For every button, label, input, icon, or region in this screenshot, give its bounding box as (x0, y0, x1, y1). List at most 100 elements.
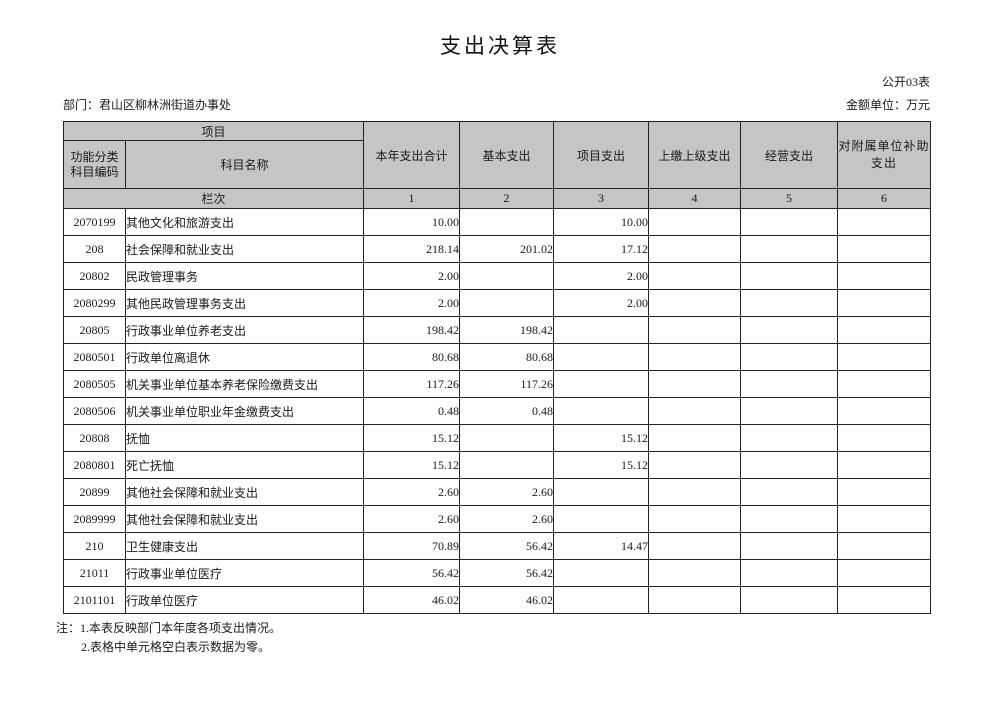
row-total-expenditure: 80.68 (363, 343, 461, 371)
row-subsidy-expenditure (837, 424, 932, 452)
row-subject-name: 其他民政管理事务支出 (124, 289, 365, 317)
unit-label: 金额单位：万元 (845, 98, 930, 112)
column-number-3: 3 (553, 188, 650, 209)
column-number-1: 1 (363, 188, 461, 209)
row-subsidy-expenditure (837, 532, 932, 560)
row-function-code: 21011 (63, 559, 126, 587)
row-subject-name: 行政单位医疗 (124, 586, 365, 614)
expenditure-table: 项目 本年支出合计 基本支出 项目支出 上缴上级支出 经营支出 对附属单位补助支… (62, 121, 932, 614)
row-function-code: 20802 (63, 262, 126, 290)
row-basic-expenditure: 46.02 (459, 586, 555, 614)
row-total-expenditure: 56.42 (363, 559, 461, 587)
row-function-code: 2080501 (63, 343, 126, 371)
row-function-code: 2089999 (63, 505, 126, 533)
row-subject-name: 机关事业单位基本养老保险缴费支出 (124, 370, 365, 398)
table-row: 20802 民政管理事务 2.00 2.00 (63, 262, 932, 290)
row-subject-name: 其他文化和旅游支出 (124, 208, 365, 236)
header-project-expenditure: 项目支出 (553, 121, 650, 189)
row-project-expenditure: 2.00 (553, 289, 650, 317)
table-row: 20899 其他社会保障和就业支出 2.60 2.60 (63, 478, 932, 506)
row-upper-level-expenditure (648, 505, 742, 533)
notes-prefix: 注： (56, 621, 81, 635)
row-basic-expenditure (459, 262, 555, 290)
header-operating-expenditure: 经营支出 (740, 121, 839, 189)
row-total-expenditure: 46.02 (363, 586, 461, 614)
row-subject-name: 行政事业单位养老支出 (124, 316, 365, 344)
row-operating-expenditure (740, 370, 839, 398)
row-total-expenditure: 218.14 (363, 235, 461, 263)
table-row: 2080501 行政单位离退休 80.68 80.68 (63, 343, 932, 371)
row-upper-level-expenditure (648, 316, 742, 344)
row-operating-expenditure (740, 316, 839, 344)
row-total-expenditure: 70.89 (363, 532, 461, 560)
row-subject-name: 机关事业单位职业年金缴费支出 (124, 397, 365, 425)
row-total-expenditure: 2.60 (363, 505, 461, 533)
document-page: 支出决算表 公开03表 部门：君山区柳林洲街道办事处 金额单位：万元 项目 本年… (56, 34, 1000, 656)
row-upper-level-expenditure (648, 559, 742, 587)
header-subsidy-expenditure: 对附属单位补助支出 (837, 121, 932, 189)
row-function-code: 2080505 (63, 370, 126, 398)
row-upper-level-expenditure (648, 397, 742, 425)
column-number-6: 6 (837, 188, 932, 209)
row-subject-name: 其他社会保障和就业支出 (124, 478, 365, 506)
row-total-expenditure: 198.42 (363, 316, 461, 344)
row-subsidy-expenditure (837, 586, 932, 614)
row-project-expenditure (553, 316, 650, 344)
notes: 注：1.本表反映部门本年度各项支出情况。 2.表格中单元格空白表示数据为零。 (56, 619, 1000, 656)
row-operating-expenditure (740, 343, 839, 371)
row-basic-expenditure: 2.60 (459, 478, 555, 506)
row-basic-expenditure: 80.68 (459, 343, 555, 371)
table-row: 2101101 行政单位医疗 46.02 46.02 (63, 586, 932, 614)
row-upper-level-expenditure (648, 478, 742, 506)
column-number-4: 4 (648, 188, 742, 209)
row-function-code: 210 (63, 532, 126, 560)
row-operating-expenditure (740, 505, 839, 533)
row-operating-expenditure (740, 235, 839, 263)
row-project-expenditure (553, 478, 650, 506)
row-function-code: 2080801 (63, 451, 126, 479)
header-total-expenditure: 本年支出合计 (363, 121, 461, 189)
table-row: 2080506 机关事业单位职业年金缴费支出 0.48 0.48 (63, 397, 932, 425)
row-total-expenditure: 10.00 (363, 208, 461, 236)
row-project-expenditure: 14.47 (553, 532, 650, 560)
row-function-code: 2080506 (63, 397, 126, 425)
row-upper-level-expenditure (648, 343, 742, 371)
row-function-code: 20805 (63, 316, 126, 344)
row-upper-level-expenditure (648, 289, 742, 317)
row-project-expenditure (553, 559, 650, 587)
table-row: 2070199 其他文化和旅游支出 10.00 10.00 (63, 208, 932, 236)
row-project-expenditure (553, 505, 650, 533)
row-operating-expenditure (740, 424, 839, 452)
row-subsidy-expenditure (837, 451, 932, 479)
table-row: 208 社会保障和就业支出 218.14 201.02 17.12 (63, 235, 932, 263)
row-project-expenditure: 2.00 (553, 262, 650, 290)
row-subsidy-expenditure (837, 235, 932, 263)
row-project-expenditure (553, 397, 650, 425)
row-operating-expenditure (740, 559, 839, 587)
table-row: 2080299 其他民政管理事务支出 2.00 2.00 (63, 289, 932, 317)
row-subsidy-expenditure (837, 370, 932, 398)
row-subsidy-expenditure (837, 559, 932, 587)
row-subject-name: 其他社会保障和就业支出 (124, 505, 365, 533)
row-basic-expenditure (459, 424, 555, 452)
row-subject-name: 行政单位离退休 (124, 343, 365, 371)
header-function-code: 功能分类 科目编码 (63, 140, 126, 189)
header-upper-level-expenditure: 上缴上级支出 (648, 121, 742, 189)
meta-row: 部门：君山区柳林洲街道办事处 金额单位：万元 (63, 96, 930, 113)
row-upper-level-expenditure (648, 235, 742, 263)
page-title: 支出决算表 (440, 34, 560, 58)
column-number-2: 2 (459, 188, 555, 209)
row-upper-level-expenditure (648, 262, 742, 290)
row-operating-expenditure (740, 586, 839, 614)
row-upper-level-expenditure (648, 532, 742, 560)
row-function-code: 20808 (63, 424, 126, 452)
row-operating-expenditure (740, 208, 839, 236)
row-upper-level-expenditure (648, 424, 742, 452)
row-project-expenditure (553, 343, 650, 371)
row-operating-expenditure (740, 451, 839, 479)
row-total-expenditure: 2.00 (363, 289, 461, 317)
row-total-expenditure: 0.48 (363, 397, 461, 425)
row-basic-expenditure: 56.42 (459, 559, 555, 587)
header-subject-name: 科目名称 (124, 140, 365, 189)
row-operating-expenditure (740, 478, 839, 506)
